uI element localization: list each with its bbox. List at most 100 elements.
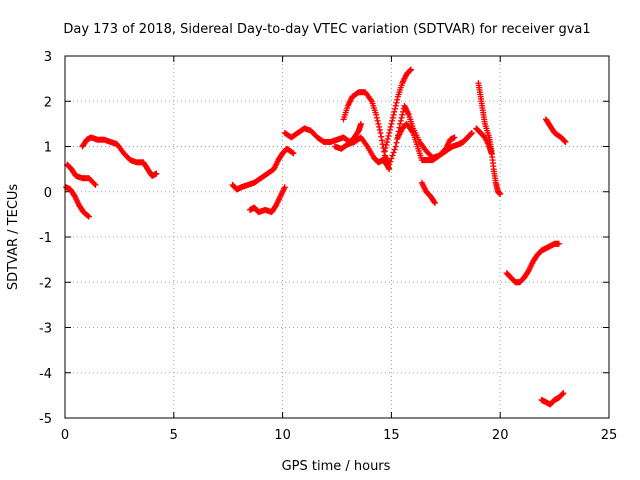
- data-point: [376, 126, 383, 133]
- data-point: [398, 114, 405, 121]
- data-point: [92, 181, 99, 188]
- data-point: [393, 99, 400, 106]
- data-point: [468, 130, 475, 137]
- data-point: [399, 111, 406, 118]
- data-point: [497, 191, 504, 198]
- x-tick-label: 15: [383, 428, 400, 443]
- series-arc-03: [79, 134, 160, 179]
- data-point: [378, 137, 385, 144]
- series-arc-15: [542, 116, 569, 145]
- data-point: [392, 105, 399, 112]
- data-point: [386, 129, 393, 136]
- x-axis-label: GPS time / hours: [282, 459, 391, 474]
- data-point: [562, 138, 569, 145]
- y-tick-label: 1: [44, 141, 52, 156]
- y-tick-label: -5: [39, 412, 52, 427]
- data-point: [451, 134, 458, 141]
- data-point: [389, 152, 396, 159]
- data-point: [377, 129, 384, 136]
- data-point: [385, 132, 392, 139]
- data-point: [407, 67, 414, 74]
- data-points: [63, 66, 569, 408]
- data-point: [357, 120, 364, 127]
- data-point: [386, 161, 393, 168]
- data-point: [381, 148, 388, 155]
- series-arc-13: [473, 125, 495, 157]
- data-point: [384, 138, 391, 145]
- series-arc-01: [64, 161, 99, 188]
- data-point: [281, 184, 288, 191]
- grid: [65, 56, 609, 418]
- data-point: [290, 150, 297, 157]
- data-point: [85, 212, 92, 219]
- data-point: [392, 143, 399, 150]
- series-arc-16: [538, 390, 567, 408]
- data-point: [407, 66, 414, 73]
- y-axis-label: SDTVAR / TECUs: [6, 184, 21, 291]
- data-point: [397, 120, 404, 127]
- data-point: [91, 180, 98, 187]
- data-point: [375, 120, 382, 127]
- x-tick-label: 25: [601, 428, 618, 443]
- data-point: [391, 108, 398, 115]
- y-tick-label: -2: [39, 276, 52, 291]
- data-point: [383, 141, 390, 148]
- y-tick-label: 3: [44, 50, 52, 65]
- data-point: [386, 126, 393, 133]
- axis-ticks: 0 5 10 15 20 25 -5 -4 -3 -2 -1 0 1 2 3: [39, 50, 617, 443]
- data-point: [373, 111, 380, 118]
- data-point: [289, 149, 296, 156]
- y-tick-label: -3: [39, 322, 52, 337]
- data-point: [488, 150, 495, 157]
- data-point: [394, 96, 401, 103]
- data-point: [390, 111, 397, 118]
- data-point: [389, 114, 396, 121]
- plot-frame: [64, 55, 610, 419]
- y-tick-label: -1: [39, 231, 52, 246]
- data-point: [378, 133, 385, 140]
- data-point: [381, 148, 388, 155]
- data-point: [560, 390, 567, 397]
- data-point: [561, 138, 568, 145]
- series-arc-14: [503, 240, 562, 286]
- data-point: [390, 149, 397, 156]
- data-point: [384, 135, 391, 142]
- x-tick-label: 20: [492, 428, 509, 443]
- series-arc-12: [475, 80, 504, 198]
- data-point: [85, 213, 92, 220]
- x-tick-label: 0: [61, 428, 69, 443]
- series-arc-02: [63, 184, 92, 220]
- data-point: [382, 145, 389, 152]
- data-point: [373, 114, 380, 121]
- data-point: [431, 198, 438, 205]
- data-point: [374, 117, 381, 124]
- data-point: [387, 158, 394, 165]
- data-point: [388, 155, 395, 162]
- chart-title: Day 173 of 2018, Sidereal Day-to-day VTE…: [63, 22, 590, 37]
- data-point: [391, 146, 398, 153]
- series-arc-08: [340, 89, 458, 168]
- data-point: [376, 123, 383, 130]
- data-point: [388, 120, 395, 127]
- data-point: [555, 240, 562, 247]
- data-point: [397, 117, 404, 124]
- x-tick-label: 10: [274, 428, 291, 443]
- y-tick-label: 0: [44, 186, 52, 201]
- y-tick-label: 2: [44, 95, 52, 110]
- data-point: [393, 139, 400, 146]
- data-point: [431, 200, 438, 207]
- data-point: [559, 390, 566, 397]
- series-arc-04: [229, 145, 297, 193]
- data-point: [379, 141, 386, 148]
- data-point: [389, 117, 396, 124]
- series-arc-05: [246, 184, 288, 216]
- data-point: [153, 170, 160, 177]
- y-tick-label: -4: [39, 367, 52, 382]
- series-arc-11: [418, 179, 438, 207]
- x-tick-label: 5: [170, 428, 178, 443]
- data-point: [387, 123, 394, 130]
- data-point: [468, 129, 475, 136]
- series-arc-10: [394, 120, 475, 164]
- data-point: [392, 102, 399, 109]
